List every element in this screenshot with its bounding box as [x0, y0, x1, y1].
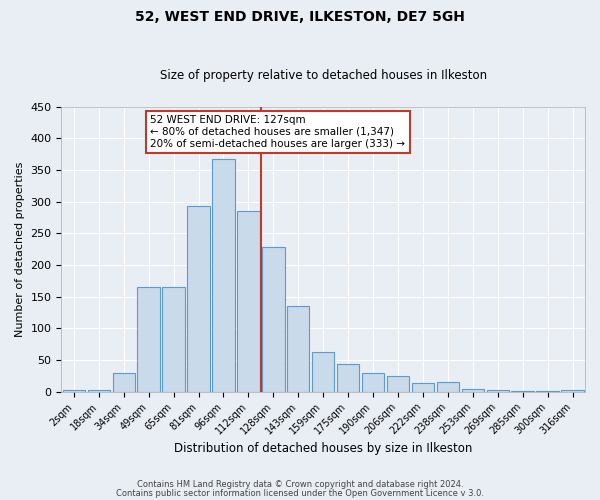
Text: Contains HM Land Registry data © Crown copyright and database right 2024.: Contains HM Land Registry data © Crown c… — [137, 480, 463, 489]
Bar — [487, 390, 509, 392]
Bar — [212, 160, 235, 392]
Bar — [287, 306, 310, 392]
Bar — [137, 287, 160, 392]
Bar — [312, 352, 334, 392]
Bar — [461, 388, 484, 392]
Bar — [387, 376, 409, 392]
Bar — [437, 382, 459, 392]
Title: Size of property relative to detached houses in Ilkeston: Size of property relative to detached ho… — [160, 69, 487, 82]
Bar — [337, 364, 359, 392]
Text: 52 WEST END DRIVE: 127sqm
← 80% of detached houses are smaller (1,347)
20% of se: 52 WEST END DRIVE: 127sqm ← 80% of detac… — [151, 116, 406, 148]
Y-axis label: Number of detached properties: Number of detached properties — [15, 162, 25, 337]
Bar — [237, 210, 260, 392]
Bar — [562, 390, 584, 392]
Bar — [262, 246, 284, 392]
Bar — [163, 287, 185, 392]
Text: 52, WEST END DRIVE, ILKESTON, DE7 5GH: 52, WEST END DRIVE, ILKESTON, DE7 5GH — [135, 10, 465, 24]
Bar — [62, 390, 85, 392]
Bar — [511, 391, 534, 392]
Bar — [412, 383, 434, 392]
Bar — [536, 391, 559, 392]
Bar — [187, 206, 210, 392]
Bar — [113, 374, 135, 392]
X-axis label: Distribution of detached houses by size in Ilkeston: Distribution of detached houses by size … — [174, 442, 472, 455]
Bar — [88, 390, 110, 392]
Text: Contains public sector information licensed under the Open Government Licence v : Contains public sector information licen… — [116, 488, 484, 498]
Bar — [362, 372, 384, 392]
